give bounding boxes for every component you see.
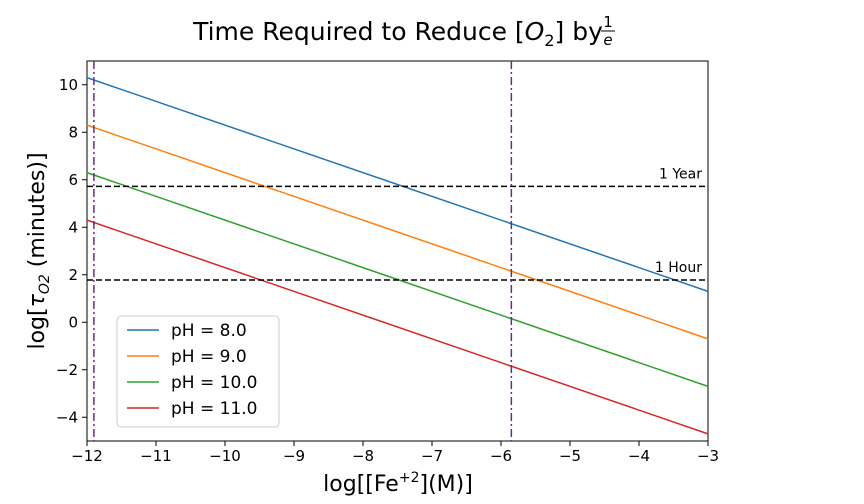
title-fraction: 1 e (601, 13, 615, 49)
x-tick-label: −11 (140, 447, 172, 465)
x-tick-label: −12 (71, 447, 103, 465)
y-tick-label: −4 (56, 408, 78, 426)
series-line-1 (86, 76, 709, 293)
x-tick-label: −9 (283, 447, 305, 465)
legend-box (116, 315, 280, 428)
y-axis-label-pre: log[ (25, 307, 50, 349)
x-tick-label: −5 (559, 447, 581, 465)
x-tick-label: −3 (697, 447, 719, 465)
x-axis-label-sup: +2 (399, 470, 420, 486)
hline-label-2: 1 Hour (655, 260, 702, 276)
x-axis-label-pre: log[[Fe (323, 472, 399, 497)
y-tick-label: 4 (68, 218, 78, 236)
series-line-2 (86, 124, 709, 340)
chart-title: Time Required to Reduce [O2] by (192, 17, 603, 50)
legend-label-1: pH = 8.0 (171, 321, 247, 341)
legend-label-2: pH = 9.0 (171, 347, 247, 367)
y-tick-label: 2 (68, 266, 78, 284)
title-o2: O (525, 17, 545, 46)
hline-label-1: 1 Year (659, 166, 702, 182)
reference-lines-layer: 1 Year 1 Hour (87, 61, 708, 441)
legend-label-3: pH = 10.0 (171, 373, 257, 393)
title-frac-den: e (603, 31, 612, 49)
x-tick-label: −6 (490, 447, 512, 465)
y-tick-label: 0 (68, 313, 78, 331)
title-o2-sub: 2 (544, 31, 554, 50)
ticks-layer: −12 −11 −10 −9 −8 −7 −6 −5 −4 −3 −4 −2 0 2 4 6 8 10 (56, 76, 719, 465)
x-tick-label: −4 (628, 447, 650, 465)
x-tick-label: −7 (421, 447, 443, 465)
x-tick-label: −8 (352, 447, 374, 465)
y-axis-label-tau: τ (25, 293, 50, 307)
x-axis-label-post: ](M)] (420, 472, 473, 497)
y-axis-label-post: (minutes)] (25, 152, 50, 274)
y-tick-label: −2 (56, 361, 78, 379)
y-tick-label: 6 (68, 171, 78, 189)
series-line-4 (86, 219, 709, 435)
y-tick-label: 8 (68, 123, 78, 141)
title-after: ] by (555, 17, 604, 46)
y-axis-label: log[τO2 (minutes)] (25, 152, 53, 349)
title-main: Time Required to Reduce [ (192, 17, 525, 46)
title-frac-num: 1 (603, 13, 613, 31)
legend-entries: pH = 8.0 pH = 9.0 pH = 10.0 pH = 11.0 (127, 321, 257, 419)
legend-label-4: pH = 11.0 (171, 399, 257, 419)
x-tick-label: −10 (209, 447, 241, 465)
y-tick-label: 10 (59, 76, 78, 94)
x-axis-label: log[[Fe+2](M)] (323, 470, 473, 497)
y-axis-label-sub: O2 (37, 274, 53, 294)
